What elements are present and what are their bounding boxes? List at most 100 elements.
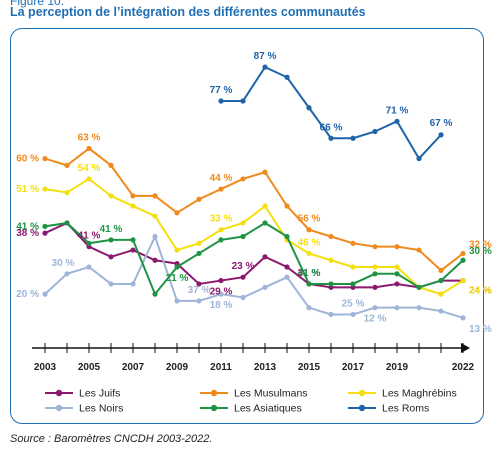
- data-label: 18 %: [210, 300, 233, 311]
- x-tick-label: 2009: [166, 362, 189, 373]
- data-point: [86, 145, 92, 152]
- legend-swatch-dot: [55, 389, 63, 397]
- data-point: [240, 176, 246, 182]
- legend-swatch-dot: [358, 404, 366, 412]
- data-label: 32 %: [469, 239, 492, 250]
- data-point: [108, 162, 114, 168]
- series-line-1: [44, 147, 464, 272]
- data-point: [218, 98, 224, 104]
- data-point: [460, 315, 466, 321]
- data-point: [196, 250, 202, 257]
- data-point: [350, 281, 356, 287]
- data-point: [460, 277, 466, 284]
- legend-swatch-dot: [210, 389, 218, 397]
- data-point: [438, 132, 444, 138]
- data-point: [174, 247, 180, 253]
- data-point: [284, 233, 290, 240]
- data-point: [240, 274, 246, 280]
- data-point: [218, 237, 224, 243]
- series-line-2: [44, 177, 464, 296]
- data-label: 67 %: [430, 118, 453, 129]
- data-point: [152, 233, 158, 240]
- data-point: [64, 189, 70, 196]
- legend-label: Les Musulmans: [234, 388, 308, 400]
- data-point: [130, 193, 136, 199]
- data-point: [350, 264, 356, 270]
- data-label: 46 %: [298, 237, 321, 248]
- data-point: [438, 277, 444, 284]
- data-label: 56 %: [298, 214, 321, 225]
- data-label: 41 %: [100, 224, 123, 235]
- data-point: [218, 227, 224, 233]
- data-point: [394, 264, 400, 270]
- data-point: [174, 264, 180, 270]
- data-label: 37 %: [188, 285, 211, 296]
- data-label: 63 %: [78, 132, 101, 143]
- data-point: [42, 186, 48, 192]
- data-point: [86, 176, 92, 182]
- x-tick-label: 2007: [122, 362, 145, 373]
- data-point: [328, 311, 334, 318]
- data-point: [130, 247, 136, 253]
- data-point: [372, 284, 378, 290]
- data-point: [108, 193, 114, 199]
- data-point: [86, 264, 92, 270]
- data-point: [372, 271, 378, 277]
- data-label: 41 %: [298, 268, 321, 279]
- data-label: 38 %: [16, 228, 39, 239]
- data-point: [372, 128, 378, 135]
- data-point: [306, 250, 312, 257]
- data-label: 24 %: [469, 286, 492, 297]
- data-label: 41 %: [16, 221, 39, 232]
- legend-swatch-dot: [358, 389, 366, 397]
- data-point: [284, 264, 290, 270]
- data-point: [130, 237, 136, 243]
- data-point: [86, 240, 92, 246]
- data-point: [218, 291, 224, 297]
- data-point: [306, 227, 312, 233]
- data-point: [130, 203, 136, 209]
- data-point: [328, 257, 334, 263]
- figure-label: Figure 10.: [10, 0, 65, 8]
- x-tick-label: 2005: [78, 362, 101, 373]
- data-point: [262, 284, 268, 290]
- data-point: [284, 274, 290, 280]
- x-axis-arrow: [461, 343, 470, 353]
- data-point: [394, 271, 400, 277]
- series-line-4: [44, 221, 464, 297]
- data-point: [284, 74, 290, 80]
- data-point: [152, 193, 158, 199]
- data-point: [306, 305, 312, 311]
- data-label: 44 %: [210, 173, 233, 184]
- data-label: 30 %: [52, 258, 75, 269]
- data-label: 25 %: [342, 298, 365, 309]
- data-point: [262, 64, 268, 70]
- data-point: [416, 155, 422, 162]
- data-point: [350, 311, 356, 318]
- data-point: [438, 267, 444, 273]
- data-label: 29 %: [210, 287, 233, 298]
- data-point: [350, 240, 356, 246]
- data-point: [240, 98, 246, 104]
- data-point: [394, 305, 400, 311]
- data-point: [284, 203, 290, 209]
- legend-label: Les Asiatiques: [234, 403, 302, 415]
- data-point: [240, 294, 246, 301]
- data-label: 51 %: [16, 184, 39, 195]
- data-label: 20 %: [16, 289, 39, 300]
- legend-swatch-dot: [210, 404, 218, 412]
- legend-label: Les Maghrébins: [382, 388, 457, 400]
- x-tick-label: 2022: [452, 362, 475, 373]
- data-point: [108, 281, 114, 287]
- data-point: [42, 223, 48, 229]
- data-point: [240, 233, 246, 240]
- data-point: [438, 308, 444, 314]
- legend-label: Les Roms: [382, 403, 429, 415]
- data-point: [42, 155, 48, 162]
- x-tick-label: 2017: [342, 362, 365, 373]
- x-tick-label: 2013: [254, 362, 277, 373]
- data-point: [152, 257, 158, 263]
- legend-label: Les Juifs: [79, 388, 120, 400]
- data-point: [460, 257, 466, 263]
- data-point: [152, 213, 158, 219]
